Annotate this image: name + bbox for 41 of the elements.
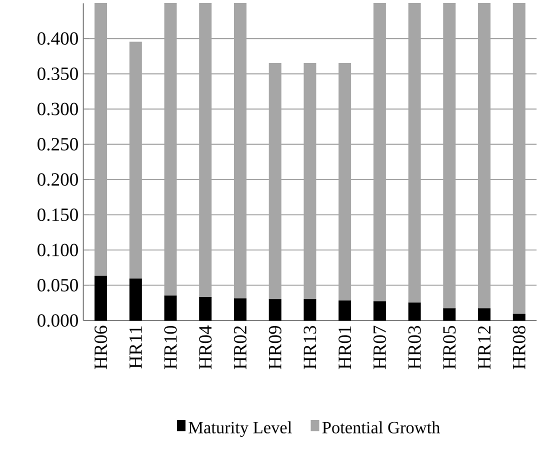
x-tick-label: HR09 — [268, 326, 282, 370]
bar — [304, 299, 316, 321]
bar — [129, 42, 142, 280]
bar — [304, 62, 316, 300]
x-tick-label: HR07 — [373, 326, 386, 370]
bar — [512, 314, 526, 321]
y-tick-label: 0.350 — [38, 67, 78, 80]
bar — [338, 62, 352, 302]
x-tick-label: HR12 — [478, 326, 490, 370]
bar — [478, 308, 491, 321]
x-tick-label: HR11 — [130, 326, 142, 368]
x-tick-label: HR02 — [234, 326, 247, 370]
y-tick-label: 0.050 — [38, 278, 78, 292]
y-tick-label: 0.100 — [38, 244, 78, 256]
x-tick-label: HR05 — [443, 326, 456, 370]
x-tick-label: HR13 — [304, 326, 316, 370]
y-tick-label: 0.000 — [38, 314, 78, 327]
bar — [234, 298, 246, 321]
bar — [164, 296, 177, 321]
legend-label: Potential Growth — [322, 421, 440, 434]
bar — [268, 62, 282, 300]
x-tick-label: HR04 — [199, 325, 212, 370]
x-tick-label: HR10 — [164, 326, 177, 370]
bar — [408, 302, 421, 321]
bar — [129, 278, 142, 321]
bar — [373, 301, 386, 321]
bar — [199, 296, 212, 321]
legend-label: Maturity Level — [188, 421, 292, 437]
bar — [338, 300, 352, 321]
x-tick-label: HR06 — [94, 326, 108, 370]
y-tick-label: 0.300 — [38, 102, 78, 116]
bar — [94, 276, 108, 321]
x-tick-label: HR03 — [408, 326, 421, 370]
y-tick-label: 0.150 — [38, 208, 78, 222]
bar — [268, 299, 282, 321]
y-tick-label: 0.250 — [38, 138, 78, 151]
y-tick-label: 0.400 — [38, 32, 78, 45]
bar — [443, 308, 456, 321]
x-tick-label: HR01 — [338, 326, 352, 370]
x-tick-label: HR08 — [512, 326, 526, 370]
y-tick-label: 0.200 — [38, 173, 78, 186]
